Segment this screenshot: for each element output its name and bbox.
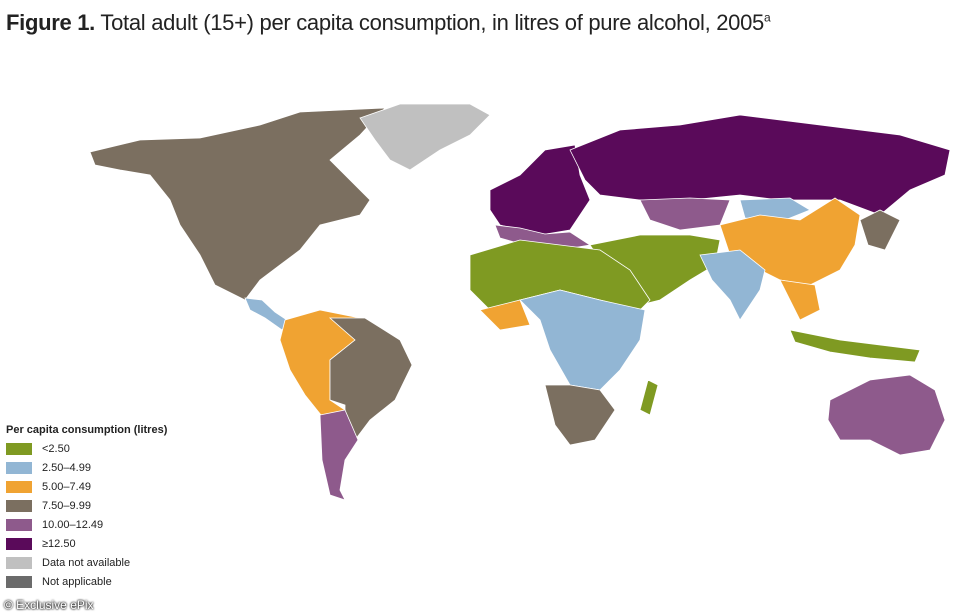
legend-swatch [6, 461, 32, 474]
southeast-asia [779, 279, 821, 321]
legend-items: <2.50 2.50–4.99 5.00–7.49 7.50–9.99 10.00–12… [6, 439, 167, 591]
legend-label: Data not available [42, 556, 131, 569]
legend-swatch [6, 499, 32, 512]
legend-swatch [6, 518, 32, 531]
legend-swatch [6, 556, 32, 569]
title-text: Total adult (15+) per capita consumption… [100, 10, 764, 35]
japan-korea [859, 209, 901, 251]
legend-item: Data not available [6, 553, 167, 572]
legend-label: 2.50–4.99 [42, 461, 91, 474]
legend-label: 5.00–7.49 [42, 480, 91, 493]
indonesia [789, 329, 921, 363]
central-america [244, 297, 291, 331]
west-africa [479, 299, 531, 331]
title: Figure 1. Total adult (15+) per capita c… [6, 10, 771, 36]
greenland [359, 103, 491, 171]
australia [827, 374, 946, 456]
legend-label: 7.50–9.99 [42, 499, 91, 512]
figure-label: Figure 1. [6, 10, 95, 35]
legend-item: ≥12.50 [6, 534, 167, 553]
legend-item: 5.00–7.49 [6, 477, 167, 496]
madagascar [639, 379, 659, 416]
legend-label: ≥12.50 [42, 537, 76, 550]
europe [489, 144, 591, 236]
india [699, 249, 766, 321]
legend-title: Per capita consumption (litres) [6, 424, 168, 436]
central-africa [519, 289, 646, 391]
legend-swatch [6, 442, 32, 455]
watermark: © Exclusive ePix [4, 598, 94, 612]
north-america [89, 107, 386, 301]
central-asia [639, 197, 731, 231]
legend-item: 10.00–12.49 [6, 515, 167, 534]
legend-item: <2.50 [6, 439, 167, 458]
legend-swatch [6, 575, 32, 588]
legend-swatch [6, 537, 32, 550]
legend-label: 10.00–12.49 [42, 518, 104, 531]
argentina [319, 409, 359, 501]
southern-africa [544, 384, 616, 446]
legend-label: <2.50 [42, 442, 70, 455]
legend-item: 7.50–9.99 [6, 496, 167, 515]
legend: Per capita consumption (litres) <2.50 2.5… [6, 424, 167, 591]
legend-label: Not applicable [42, 575, 112, 588]
title-superscript: a [763, 10, 771, 25]
legend-item: 2.50–4.99 [6, 458, 167, 477]
legend-swatch [6, 480, 32, 493]
legend-item: Not applicable [6, 572, 167, 591]
south-america-north [279, 309, 361, 421]
russia [569, 114, 951, 216]
